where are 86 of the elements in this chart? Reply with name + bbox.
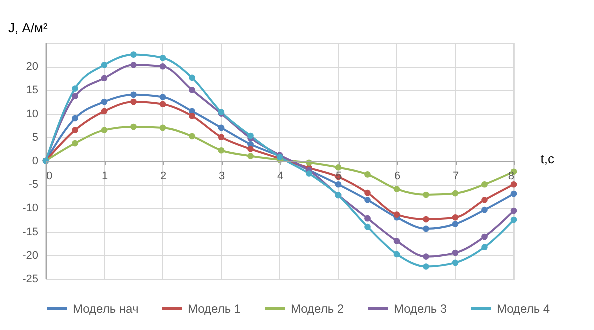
- y-tick-label: -25: [22, 274, 38, 286]
- point: [423, 254, 430, 260]
- point: [510, 216, 518, 224]
- legend-label: Модель 2: [291, 302, 344, 316]
- point: [248, 146, 254, 152]
- point: [189, 133, 196, 140]
- y-tick-label: -15: [22, 226, 38, 238]
- point: [423, 226, 430, 232]
- point: [482, 206, 488, 214]
- point: [335, 164, 342, 171]
- point: [218, 124, 225, 132]
- y-tick-label: 10: [26, 108, 38, 120]
- point: [72, 115, 78, 122]
- point: [189, 87, 196, 94]
- x-tick-label: 1: [102, 170, 108, 182]
- x-tick-label: 5: [336, 170, 342, 182]
- point: [189, 74, 196, 82]
- x-tick-label: 7: [452, 170, 460, 182]
- point: [482, 234, 488, 240]
- point: [394, 212, 400, 218]
- point: [452, 190, 459, 197]
- point: [394, 251, 400, 258]
- y-tick-label: 15: [26, 84, 38, 97]
- x-tick-label: 2: [160, 170, 167, 182]
- x-tick-label: 0: [46, 170, 53, 182]
- point: [452, 250, 459, 256]
- point: [160, 94, 166, 100]
- point: [160, 63, 166, 70]
- legend-label: Модель 4: [497, 302, 550, 316]
- y-tick-label: 5: [32, 132, 38, 144]
- legend-label: Модель нач: [73, 302, 139, 316]
- point: [72, 86, 78, 92]
- point: [364, 197, 371, 204]
- point: [482, 244, 488, 251]
- point: [452, 214, 459, 221]
- point: [510, 181, 518, 188]
- point: [510, 208, 518, 214]
- point: [364, 224, 371, 230]
- point: [335, 181, 342, 188]
- point: [423, 192, 430, 198]
- x-axis-title: t,c: [540, 152, 555, 166]
- point: [452, 221, 459, 228]
- point: [72, 93, 78, 100]
- point: [394, 186, 400, 192]
- point: [218, 147, 225, 154]
- point: [510, 190, 518, 198]
- point: [72, 140, 78, 147]
- point: [130, 98, 137, 106]
- y-tick-label: -5: [28, 179, 38, 192]
- point: [160, 101, 166, 108]
- point: [423, 264, 430, 270]
- point: [101, 75, 108, 82]
- point: [160, 124, 166, 132]
- point: [423, 216, 430, 223]
- y-axis-title: J, А/м²: [8, 20, 48, 36]
- point: [130, 124, 137, 130]
- point: [248, 132, 254, 140]
- point: [482, 181, 488, 188]
- x-tick-label: 6: [394, 170, 401, 182]
- point: [101, 62, 108, 68]
- point: [248, 153, 254, 160]
- point: [101, 127, 108, 134]
- x-tick-label: 4: [277, 170, 284, 182]
- point: [130, 92, 137, 98]
- point: [130, 62, 137, 68]
- y-tick-label: -10: [22, 202, 38, 215]
- point: [364, 172, 371, 178]
- point: [364, 215, 371, 222]
- y-tick-label: 20: [26, 61, 38, 74]
- point: [72, 127, 78, 134]
- point: [130, 52, 137, 58]
- point: [101, 98, 108, 106]
- y-tick-label: -20: [22, 250, 38, 262]
- point: [306, 170, 312, 177]
- legend-label: Модель 1: [188, 302, 242, 316]
- x-tick-label: 3: [218, 170, 226, 182]
- point: [364, 190, 371, 196]
- point: [218, 134, 225, 141]
- point: [160, 54, 166, 62]
- point: [101, 108, 108, 115]
- y-tick-label: 0: [32, 156, 38, 168]
- point: [394, 238, 400, 244]
- point: [189, 113, 196, 120]
- point: [452, 260, 459, 266]
- point: [482, 197, 488, 204]
- legend-label: Модель 3: [394, 302, 448, 316]
